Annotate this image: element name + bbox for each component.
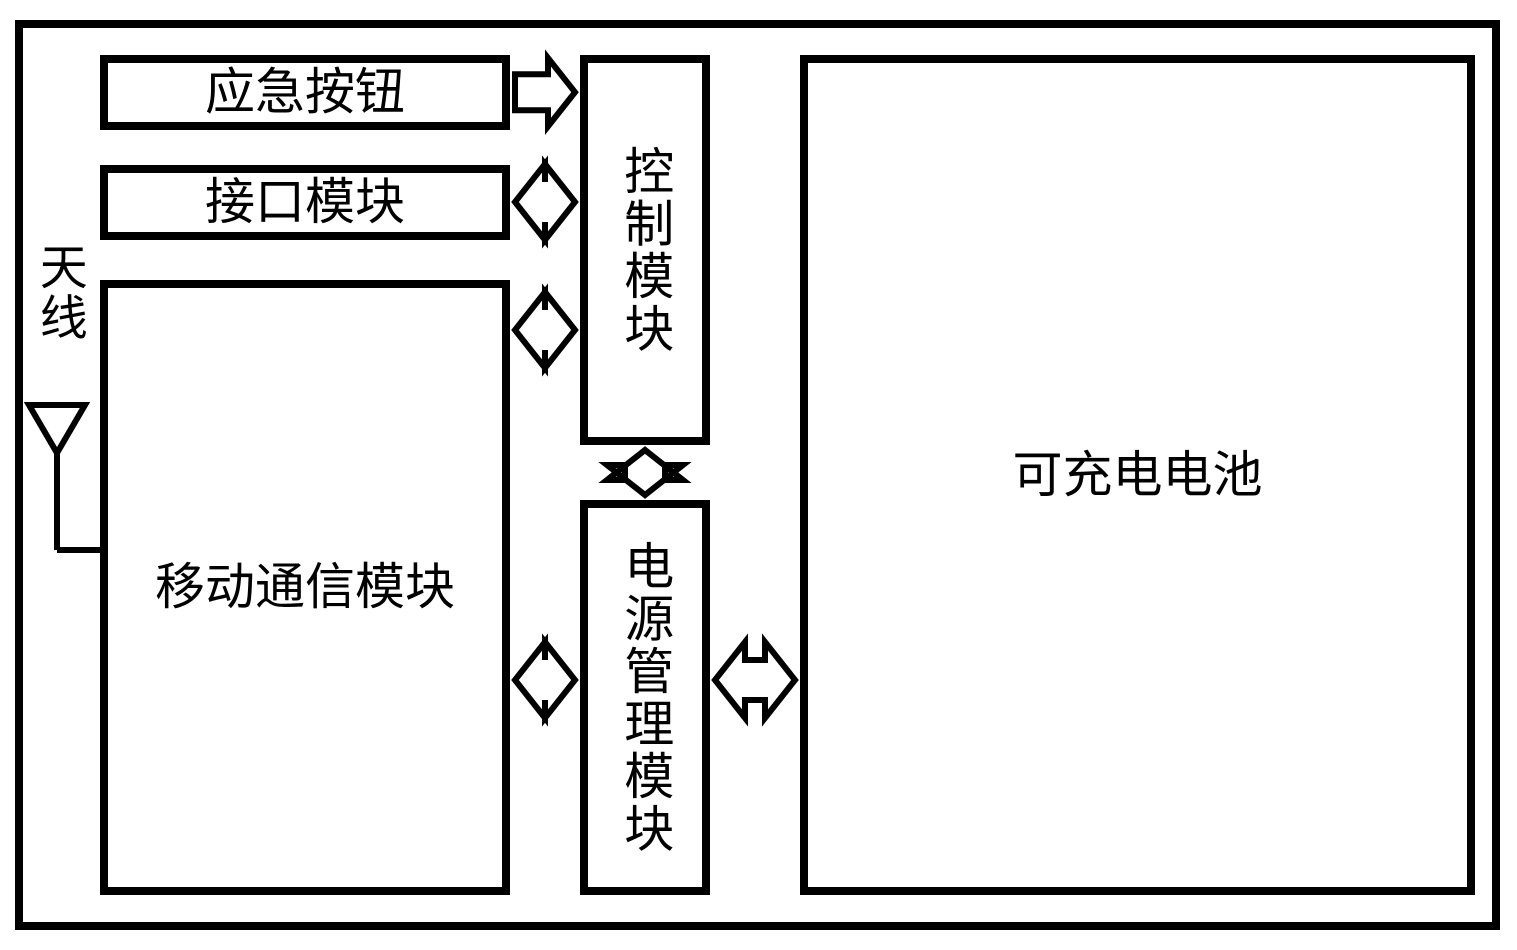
arrow-power-to-battery xyxy=(709,636,801,724)
battery-block: 可充电电池 xyxy=(800,55,1475,895)
antenna-label-block: 天线 xyxy=(30,175,85,410)
interface-module-label: 接口模块 xyxy=(205,176,405,229)
arrow-mobile-to-power xyxy=(509,636,581,724)
arrow-interface-to-control xyxy=(509,158,581,246)
arrow-mobile-to-control xyxy=(509,286,581,374)
antenna-label: 天线 xyxy=(32,242,82,343)
mobile-comm-label: 移动通信模块 xyxy=(155,561,455,614)
arrow-control-to-power xyxy=(601,444,689,501)
antenna-icon xyxy=(25,401,104,554)
power-module-block: 电源管理模块 xyxy=(580,500,710,895)
emergency-button-label: 应急按钮 xyxy=(205,66,405,119)
control-module-label: 控制模块 xyxy=(619,145,672,355)
interface-module-block: 接口模块 xyxy=(100,165,510,240)
battery-label: 可充电电池 xyxy=(1013,449,1263,502)
mobile-comm-block: 移动通信模块 xyxy=(100,280,510,895)
control-module-block: 控制模块 xyxy=(580,55,710,445)
emergency-button-block: 应急按钮 xyxy=(100,55,510,130)
power-module-label: 电源管理模块 xyxy=(619,540,672,855)
antenna-triangle xyxy=(29,405,85,453)
arrow-emergency-to-control xyxy=(509,52,581,132)
